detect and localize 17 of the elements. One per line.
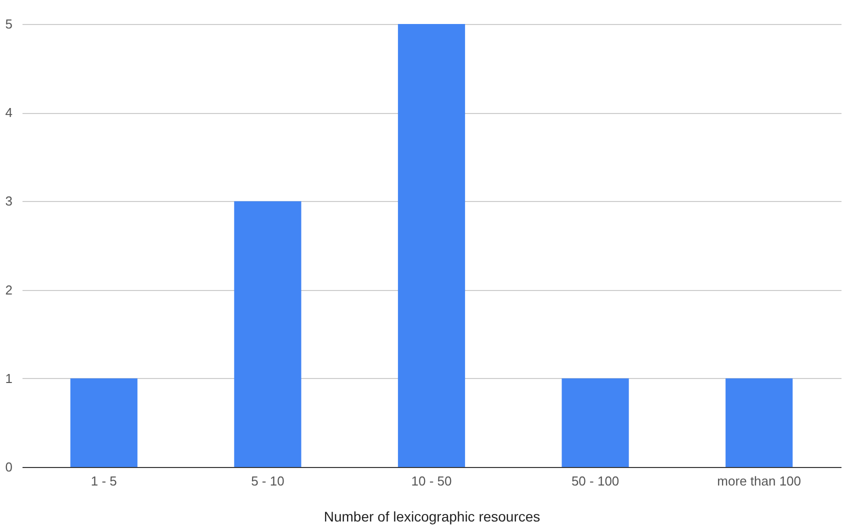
bar xyxy=(398,24,466,467)
bar xyxy=(234,201,302,467)
x-tick-label: 10 - 50 xyxy=(411,474,452,488)
bar xyxy=(70,378,138,467)
y-tick-label: 2 xyxy=(5,282,12,298)
y-tick-label: 5 xyxy=(5,16,12,32)
x-tick-label: 5 - 10 xyxy=(251,474,284,488)
y-tick-label: 1 xyxy=(5,370,12,386)
y-tick-label: 0 xyxy=(5,460,12,474)
x-tick-label: 1 - 5 xyxy=(90,474,117,488)
y-tick-label: 4 xyxy=(5,105,12,120)
x-tick-label: 50 - 100 xyxy=(571,474,620,488)
x-axis-title: Number of lexicographic resources xyxy=(324,508,540,524)
bar xyxy=(726,378,793,467)
y-tick-label: 3 xyxy=(5,194,12,209)
bar xyxy=(562,378,629,467)
x-tick-label: more than 100 xyxy=(717,474,802,488)
